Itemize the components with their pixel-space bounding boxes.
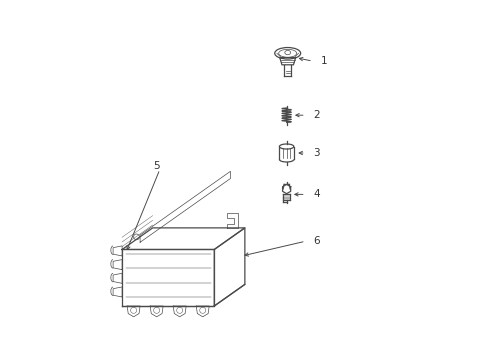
Text: 1: 1 xyxy=(320,56,327,66)
Text: 5: 5 xyxy=(153,161,159,171)
Text: 3: 3 xyxy=(313,148,320,158)
Text: 6: 6 xyxy=(313,236,320,246)
Text: 2: 2 xyxy=(313,110,320,120)
Text: 4: 4 xyxy=(313,189,320,199)
